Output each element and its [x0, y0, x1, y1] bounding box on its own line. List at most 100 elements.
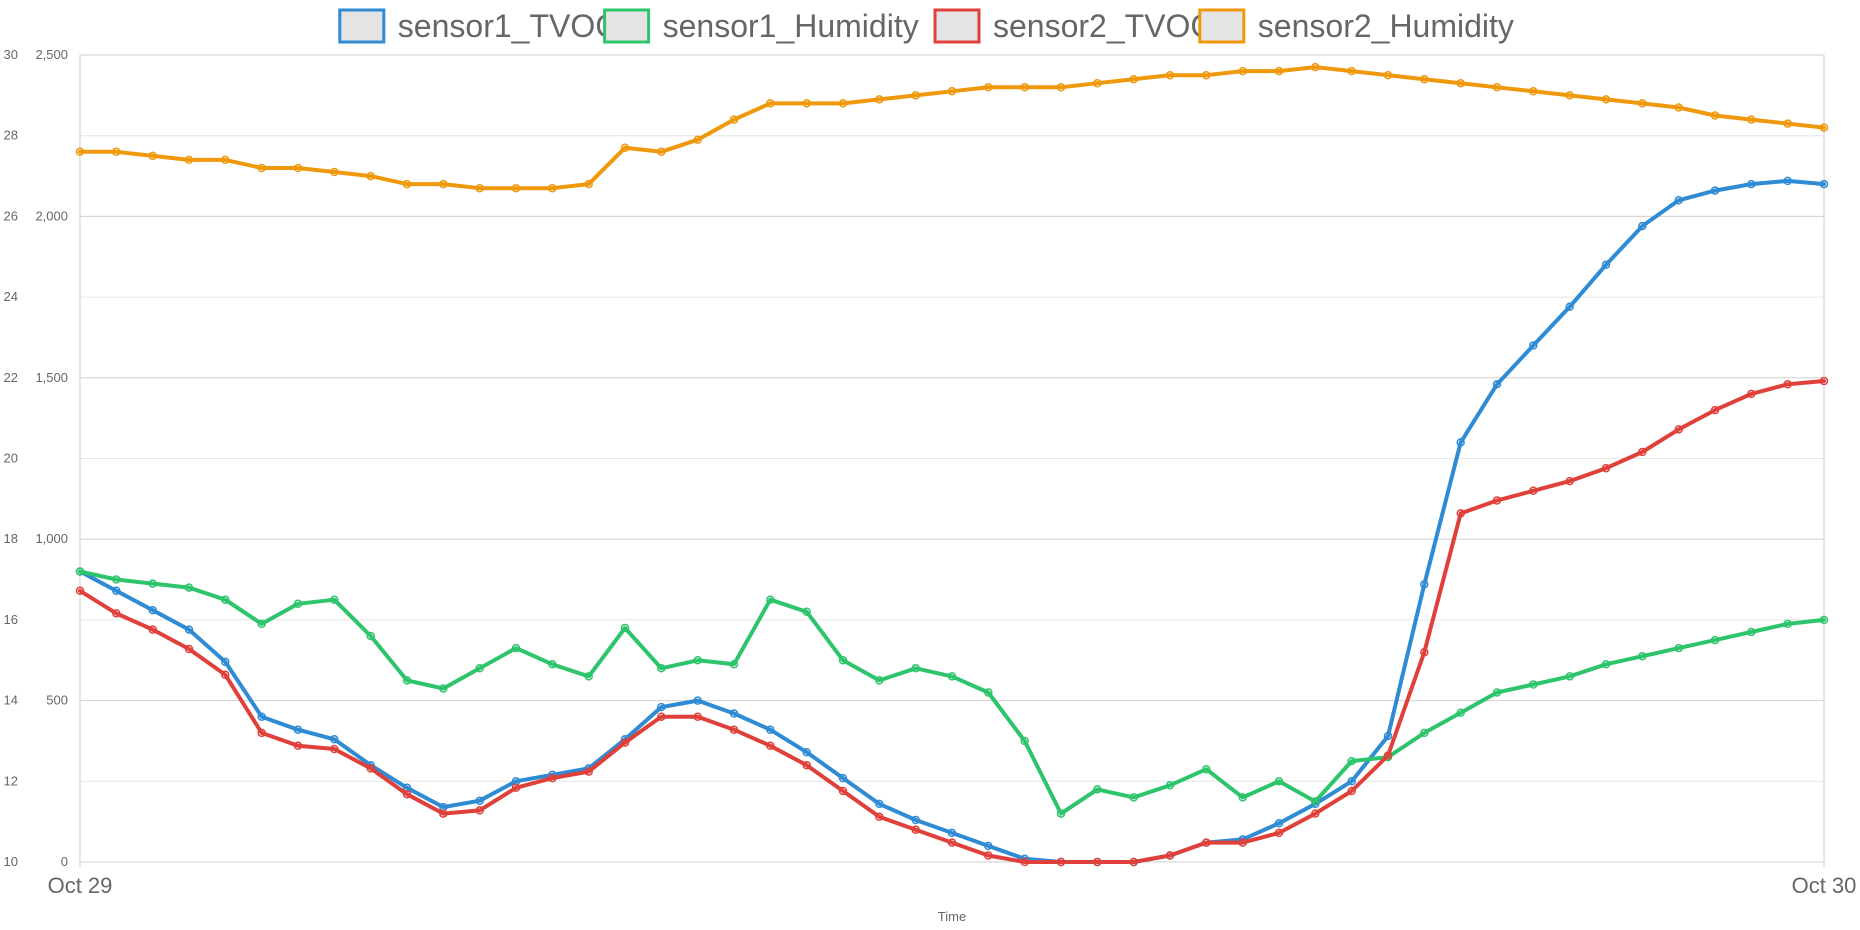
data-point: [620, 623, 630, 633]
data-point: [1383, 70, 1393, 80]
data-point: [366, 171, 375, 181]
legend-item-sensor1_TVOC[interactable]: sensor1_TVOC: [338, 8, 619, 44]
left-tick-label: 28: [4, 128, 18, 143]
data-point: [1492, 688, 1502, 697]
data-point: [766, 595, 775, 604]
data-point: [1783, 119, 1792, 128]
data-point: [1492, 380, 1502, 389]
legend-item-sensor2_TVOC[interactable]: sensor2_TVOC: [933, 8, 1214, 44]
data-point: [766, 99, 775, 108]
left-tick-label: 24: [4, 289, 18, 304]
legend-item-sensor1_Humidity[interactable]: sensor1_Humidity: [603, 8, 919, 44]
data-point: [475, 664, 484, 673]
data-point: [1819, 376, 1829, 386]
legend-swatch: [1198, 8, 1246, 44]
data-point: [1129, 857, 1138, 867]
data-point: [75, 586, 85, 596]
data-point: [1383, 751, 1393, 760]
data-point: [1565, 91, 1574, 100]
data-point: [548, 773, 557, 783]
data-point: [1056, 857, 1066, 867]
data-point: [984, 688, 993, 697]
x-axis-ticks: Oct 29 Oct 30: [48, 862, 1857, 898]
data-point: [1420, 580, 1429, 589]
series-line: [78, 178, 1826, 864]
data-point: [1020, 83, 1029, 92]
data-point: [693, 712, 702, 721]
data-point: [148, 579, 157, 588]
data-point: [1710, 405, 1720, 415]
data-point: [1311, 809, 1320, 818]
data-point: [475, 806, 484, 815]
data-point: [475, 183, 484, 193]
data-point: [1093, 857, 1102, 867]
data-point: [1274, 66, 1284, 76]
series-line: [78, 569, 1826, 816]
data-point: [1529, 680, 1538, 689]
data-point: [1347, 756, 1356, 766]
data-point: [1129, 793, 1138, 802]
data-point: [293, 163, 303, 173]
data-point: [1383, 731, 1393, 741]
x-tick-label: Oct 30: [1792, 873, 1857, 898]
data-point: [838, 99, 848, 108]
data-point: [1274, 828, 1284, 838]
data-point: [1056, 809, 1066, 818]
x-axis-title: Time: [938, 909, 966, 924]
data-point: [1601, 660, 1611, 669]
data-point: [911, 825, 920, 834]
data-point: [112, 586, 121, 596]
left-tick-label: 26: [4, 208, 18, 223]
data-point: [75, 567, 85, 576]
data-point: [584, 672, 593, 681]
data-point: [330, 167, 339, 177]
data-point: [911, 664, 920, 673]
data-point: [293, 725, 303, 734]
data-point: [1420, 647, 1429, 657]
data-point: [112, 609, 121, 618]
data-point: [511, 643, 521, 653]
x-tick-label: Oct 29: [48, 873, 113, 898]
data-point: [875, 676, 884, 685]
data-point: [1347, 777, 1356, 786]
data-point: [1819, 615, 1829, 625]
right-tick-label: 1,500: [35, 370, 68, 385]
data-point: [148, 151, 157, 161]
data-point: [1783, 380, 1792, 389]
data-point: [1565, 476, 1574, 486]
data-point: [1056, 83, 1066, 92]
left-tick-label: 22: [4, 370, 18, 385]
data-point: [257, 619, 266, 629]
data-point: [293, 599, 303, 609]
data-point: [729, 115, 739, 124]
left-tick-label: 16: [4, 612, 18, 627]
legend[interactable]: sensor1_TVOC sensor1_Humidity sensor2_TVOC…: [338, 8, 1514, 44]
data-point: [112, 575, 121, 584]
data-point: [475, 796, 484, 805]
data-point: [1710, 111, 1720, 120]
data-point: [548, 660, 557, 669]
left-tick-label: 10: [4, 854, 18, 869]
left-axis-ticks: 10 12 14 16 18 20 22 24 26 28 30: [4, 47, 18, 869]
data-point: [1674, 643, 1683, 653]
data-point: [1347, 786, 1356, 796]
data-point: [439, 809, 448, 818]
right-tick-label: 0: [61, 854, 68, 869]
data-point: [1165, 781, 1175, 790]
series-sensor2_TVOC: [75, 376, 1829, 867]
legend-item-sensor2_Humidity[interactable]: sensor2_Humidity: [1198, 8, 1514, 44]
data-point: [657, 664, 666, 673]
data-point: [1492, 496, 1502, 505]
data-point: [1456, 509, 1465, 518]
data-point: [838, 773, 848, 783]
data-point: [1202, 70, 1211, 80]
data-point: [729, 709, 739, 718]
data-point: [184, 583, 194, 592]
legend-swatch: [338, 8, 386, 44]
data-point: [984, 83, 993, 92]
data-point: [984, 841, 993, 851]
legend-swatch: [933, 8, 981, 44]
data-point: [402, 179, 412, 189]
data-point: [439, 179, 448, 189]
data-point: [1747, 179, 1756, 189]
